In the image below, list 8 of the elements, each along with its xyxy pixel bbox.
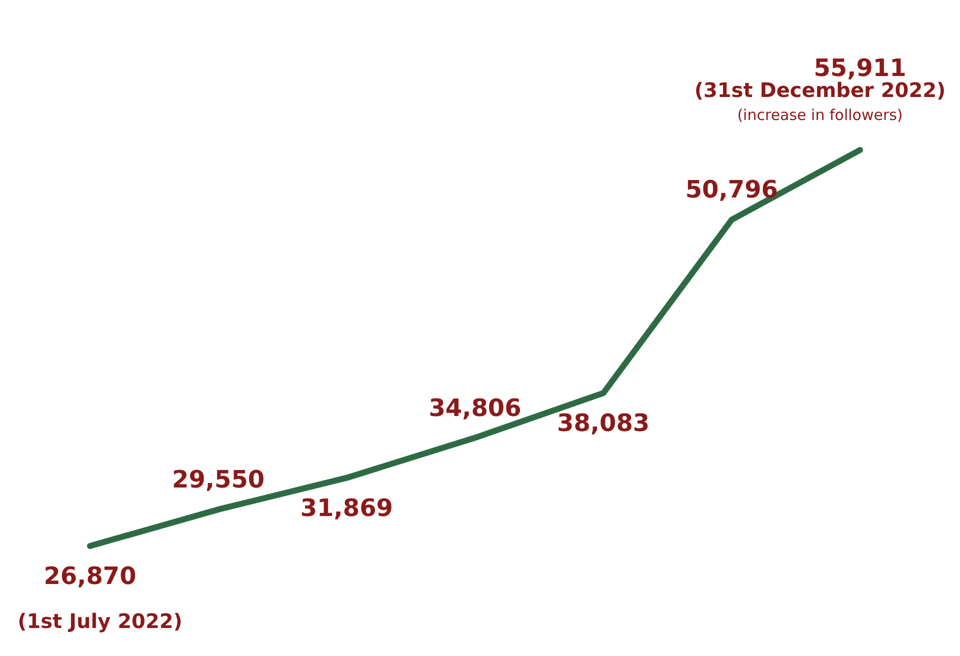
- data-label: 29,550: [172, 465, 265, 494]
- data-label: 26,870: [44, 562, 136, 590]
- data-label: 38,083: [557, 409, 650, 438]
- data-label: 34,806: [428, 394, 522, 422]
- text: (1st July 2022): [18, 609, 182, 633]
- data-label: 50,796: [685, 176, 778, 204]
- text: (increase in followers): [737, 106, 903, 124]
- data-label: 31,869: [300, 494, 393, 522]
